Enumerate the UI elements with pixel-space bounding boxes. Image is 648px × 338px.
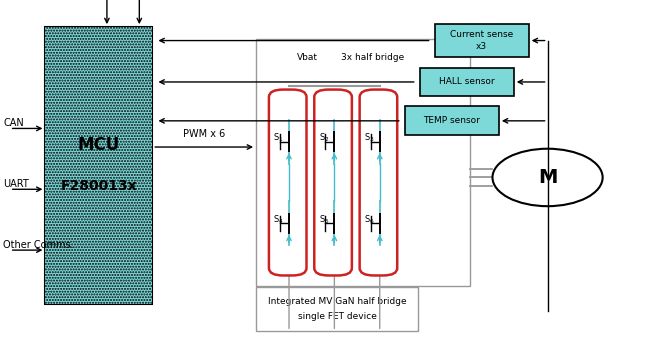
Bar — [45, 27, 152, 304]
Bar — [405, 106, 499, 135]
Text: MCU: MCU — [78, 136, 120, 154]
Text: S$_4$: S$_4$ — [273, 214, 284, 226]
Text: S$_3$: S$_3$ — [364, 132, 375, 144]
Bar — [420, 68, 514, 96]
FancyBboxPatch shape — [314, 90, 352, 275]
Bar — [435, 24, 529, 57]
Text: Current sense: Current sense — [450, 30, 513, 39]
Text: x3: x3 — [476, 42, 487, 51]
Text: Integrated MV GaN half bridge: Integrated MV GaN half bridge — [268, 297, 406, 306]
FancyBboxPatch shape — [269, 90, 307, 275]
Text: F280013x: F280013x — [60, 179, 137, 193]
Text: PWM x 6: PWM x 6 — [183, 128, 226, 139]
Text: UART: UART — [3, 179, 29, 189]
Text: S$_2$: S$_2$ — [319, 132, 329, 144]
Text: CAN: CAN — [3, 118, 24, 128]
Bar — [256, 39, 470, 286]
Text: S$_5$: S$_5$ — [319, 214, 329, 226]
FancyBboxPatch shape — [360, 90, 397, 275]
Text: single FET device: single FET device — [297, 312, 376, 321]
Text: S$_1$: S$_1$ — [273, 132, 284, 144]
Text: Other Comms.: Other Comms. — [3, 240, 74, 250]
Text: HALL sensor: HALL sensor — [439, 77, 494, 87]
Bar — [45, 27, 152, 304]
Text: 3x half bridge: 3x half bridge — [341, 53, 404, 62]
Text: S$_6$: S$_6$ — [364, 214, 375, 226]
Bar — [256, 287, 418, 331]
Text: TEMP sensor: TEMP sensor — [424, 116, 480, 125]
Text: Vbat: Vbat — [297, 53, 318, 62]
Text: M: M — [538, 168, 557, 187]
